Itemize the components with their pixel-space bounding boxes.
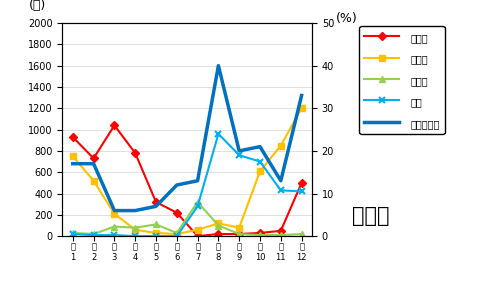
みかん [257,169,263,173]
Y-axis label: (円): (円) [29,0,46,12]
みかん [278,144,284,147]
メロン [111,225,117,228]
Line: なし: なし [69,130,305,240]
みかん [236,226,242,229]
みかん [111,212,117,215]
いちご [195,234,201,238]
なし [153,234,159,238]
なし [299,190,304,193]
なし [132,234,138,238]
メロン [195,200,201,204]
交際費割合 [278,179,284,183]
なし [70,232,76,236]
Line: いちご: いちご [70,123,304,239]
いちご [174,211,180,215]
みかん [132,228,138,232]
交際費割合 [111,209,117,212]
いちご [278,229,284,232]
なし [278,189,284,192]
メロン [70,231,76,235]
Line: 交際費割合: 交際費割合 [73,66,301,211]
なし [111,233,117,237]
みかん [195,228,201,232]
なし [257,160,263,163]
いちご [153,200,159,204]
交際費割合 [132,209,138,212]
なし [91,233,96,237]
みかん [299,107,304,110]
交際費割合 [91,162,96,165]
メロン [132,226,138,229]
Line: メロン: メロン [70,199,304,238]
メロン [257,233,263,237]
交際費割合 [236,149,242,153]
交際費割合 [153,204,159,208]
Y-axis label: (%): (%) [336,12,358,25]
メロン [153,223,159,226]
メロン [216,224,221,227]
いちご [257,231,263,235]
交際費割合 [216,64,221,67]
いちご [70,135,76,139]
みかん [153,231,159,235]
みかん [70,154,76,158]
いちご [111,124,117,127]
交際費割合 [299,94,304,97]
みかん [174,232,180,236]
なし [174,234,180,238]
いちご [236,232,242,236]
交際費割合 [257,145,263,148]
メロン [91,232,96,236]
いちご [299,181,304,185]
なし [216,132,221,136]
みかん [216,222,221,225]
交際費割合 [195,179,201,183]
メロン [278,233,284,237]
メロン [174,231,180,235]
Line: みかん: みかん [70,105,304,237]
なし [236,154,242,157]
Legend: いちご, みかん, メロン, なし, 交際費割合: いちご, みかん, メロン, なし, 交際費割合 [359,26,445,134]
いちご [132,151,138,155]
交際費割合 [174,183,180,187]
いちご [91,157,96,160]
なし [195,204,201,208]
メロン [236,232,242,236]
メロン [299,232,304,236]
いちご [216,232,221,236]
交際費割合 [70,162,76,165]
みかん [91,179,96,183]
Text: 栃木県: 栃木県 [352,206,389,226]
